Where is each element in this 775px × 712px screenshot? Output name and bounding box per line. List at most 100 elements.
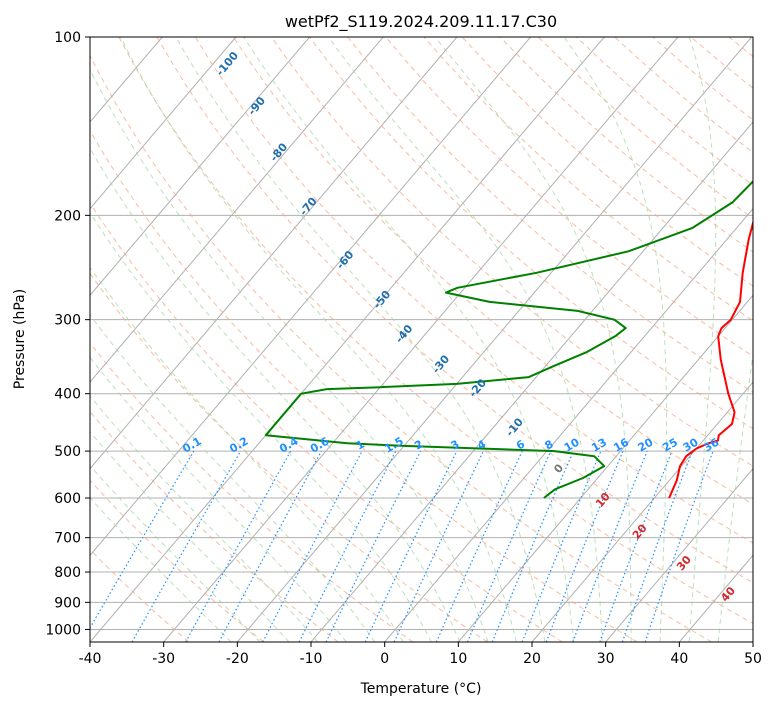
x-tick-label: -10: [300, 651, 323, 667]
mixing-ratio-line: [365, 451, 457, 642]
dry-adiabat: [0, 37, 264, 642]
skewed-isotherm: [753, 37, 775, 642]
skewed-isotherm: [0, 37, 383, 642]
mixing-ratio-line: [573, 451, 647, 642]
skewed-isotherm: [16, 37, 530, 642]
dry-adiabat-label: -90: [245, 94, 268, 118]
y-tick-label: 600: [54, 491, 81, 507]
mixing-ratio-label: 30: [681, 435, 701, 454]
dry-adiabat-label: -70: [297, 195, 320, 219]
y-tick-label: 500: [54, 444, 81, 460]
x-tick-label: 0: [380, 651, 389, 667]
dry-adiabat: [767, 37, 775, 642]
skewed-isotherm: [164, 37, 678, 642]
x-tick-label: 50: [744, 651, 762, 667]
mixing-ratio-label: 0.1: [180, 435, 203, 456]
mixing-ratio-line: [82, 451, 194, 642]
dry-adiabat: [0, 37, 338, 642]
mixing-ratio-line: [645, 451, 713, 642]
mixing-ratio-line: [132, 451, 241, 642]
mixing-ratio-label: 0.6: [308, 434, 332, 455]
y-tick-label: 900: [54, 595, 81, 611]
y-tick-label: 200: [54, 208, 81, 224]
y-axis-label: Pressure (hPa): [12, 289, 28, 389]
dry-adiabat: [43, 37, 637, 642]
dry-adiabat-label: -100: [213, 49, 241, 79]
mixing-ratio-label: 13: [589, 436, 609, 455]
dry-adiabat-label: 10: [593, 490, 613, 510]
dry-adiabat-label: -40: [393, 322, 416, 346]
mixing-ratio-line: [263, 451, 362, 642]
dry-adiabat: [577, 37, 775, 642]
skewed-isotherm: [0, 37, 236, 642]
x-tick-label: 40: [670, 651, 688, 667]
x-tick-label: 20: [523, 651, 541, 667]
dry-adiabat: [5, 37, 563, 642]
x-tick-label: -30: [152, 651, 175, 667]
x-tick-label: 10: [449, 651, 467, 667]
y-tick-label: 1000: [45, 622, 81, 638]
mixing-ratio-line: [219, 451, 322, 642]
x-tick-label: -20: [226, 651, 249, 667]
x-axis-label: Temperature (°C): [360, 681, 482, 697]
dry-adiabat-label: -20: [466, 376, 489, 400]
dry-adiabat: [0, 37, 488, 642]
skewed-isotherm: [90, 37, 604, 642]
mixing-ratio-line: [394, 451, 483, 642]
temperature-profile-line: [669, 37, 775, 498]
skewed-isotherm: [311, 37, 775, 642]
dry-adiabat: [538, 37, 775, 642]
dry-adiabat: [653, 37, 775, 642]
skewed-isotherm: [237, 37, 751, 642]
moist-adiabat: [35, 114, 431, 642]
mixing-ratio-line: [186, 451, 291, 642]
dry-adiabat: [424, 37, 775, 642]
dry-adiabat-label: 40: [718, 584, 738, 604]
dry-adiabat-label: -60: [334, 248, 357, 272]
dry-adiabat-label: 30: [674, 553, 694, 573]
dry-adiabat-label: 20: [630, 521, 650, 541]
dry-adiabat: [0, 37, 189, 642]
mixing-ratio-label: 20: [636, 435, 656, 454]
mixing-ratio-label: 4: [475, 437, 488, 452]
mixing-ratio-label: 1.5: [382, 435, 405, 456]
dry-adiabat-label: -80: [267, 140, 290, 164]
y-tick-label: 300: [54, 313, 81, 329]
moist-adiabat: [718, 37, 775, 642]
skewed-isotherm: [385, 37, 775, 642]
y-tick-label: 700: [54, 531, 81, 547]
mixing-ratio-label: 2: [412, 438, 425, 453]
mixing-ratio-label: 16: [611, 435, 631, 454]
moist-adiabat: [176, 37, 545, 642]
mixing-ratio-label: 3: [448, 438, 461, 453]
mixing-ratio-line: [492, 451, 573, 642]
moist-adiabat: [56, 84, 459, 642]
moist-adiabat: [0, 228, 260, 642]
dry-adiabat: [729, 37, 775, 642]
plot-frame: [90, 37, 753, 642]
dry-adiabat: [691, 37, 775, 642]
moist-adiabat: [564, 37, 667, 642]
mixing-ratio-label: 25: [660, 436, 680, 455]
y-tick-label: 100: [54, 30, 81, 46]
dry-adiabat: [615, 37, 775, 642]
dry-adiabat: [500, 37, 775, 642]
dry-adiabat: [0, 37, 413, 642]
skewed-isotherm: [0, 37, 310, 642]
y-tick-label: 800: [54, 565, 81, 581]
moist-adiabat: [435, 37, 631, 642]
grid-layer: [0, 37, 775, 642]
moist-adiabat: [0, 195, 318, 642]
moist-adiabat: [121, 37, 517, 642]
dry-adiabat-label: -10: [503, 415, 526, 439]
x-tick-label: -40: [79, 651, 102, 667]
chart-title: wetPf2_S119.2024.209.11.17.C30: [285, 12, 557, 32]
y-axis: 100 200 300 400 500 600 700 800 900 1000: [45, 30, 90, 638]
y-tick-label: 400: [54, 387, 81, 403]
moist-adiabat: [689, 37, 716, 642]
dry-adiabat: [386, 37, 775, 642]
